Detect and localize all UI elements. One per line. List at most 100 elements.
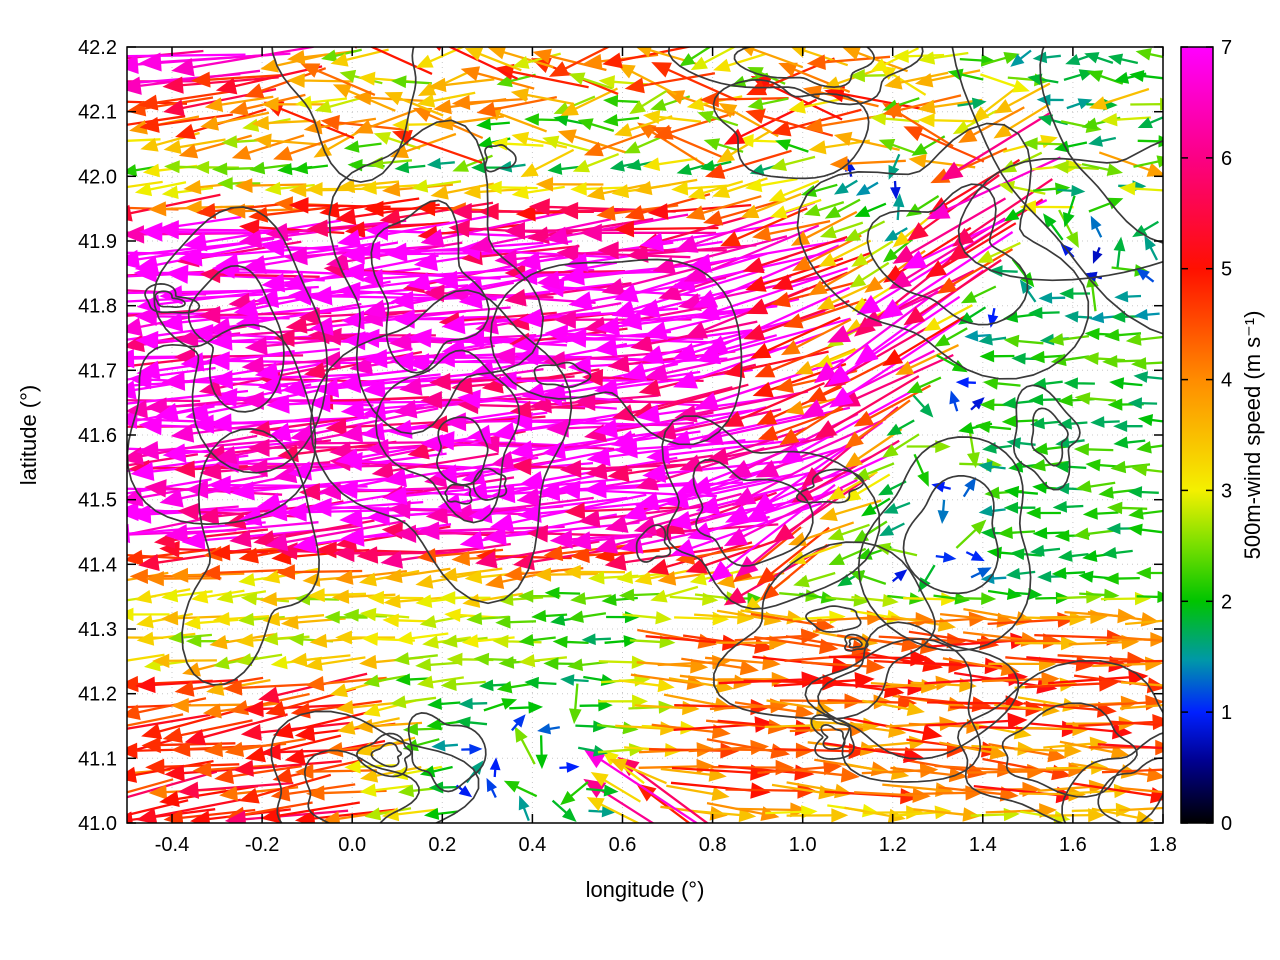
wind-arrow xyxy=(618,588,660,602)
wind-arrow xyxy=(511,131,568,149)
wind-arrow xyxy=(750,316,841,359)
wind-arrow xyxy=(1082,507,1119,520)
wind-arrow xyxy=(524,676,557,689)
wind-arrow xyxy=(355,736,416,757)
wind-arrow xyxy=(793,571,836,588)
wind-arrow xyxy=(509,430,669,460)
wind-arrow xyxy=(1063,377,1095,390)
wind-arrow xyxy=(563,564,626,580)
wind-arrow xyxy=(895,344,959,375)
terrain-contour xyxy=(805,605,862,633)
wind-arrow xyxy=(335,700,400,715)
wind-arrow xyxy=(788,97,843,114)
terrain-contour xyxy=(484,144,517,173)
wind-arrows-layer xyxy=(127,47,1163,823)
wind-arrow xyxy=(136,798,242,823)
wind-arrow xyxy=(127,193,221,222)
wind-arrow xyxy=(956,592,997,606)
wind-arrow xyxy=(435,47,518,80)
wind-arrow xyxy=(732,435,864,506)
x-tick-label: 1.2 xyxy=(879,834,907,856)
wind-arrow xyxy=(427,697,461,710)
wind-arrow xyxy=(593,329,753,357)
wind-arrow xyxy=(134,588,191,604)
wind-arrow xyxy=(756,526,830,586)
wind-arrow xyxy=(660,767,727,782)
terrain-contour xyxy=(1001,702,1138,798)
wind-arrow xyxy=(690,47,736,71)
wind-arrow xyxy=(734,628,820,645)
wind-arrow xyxy=(890,766,968,783)
wind-arrow xyxy=(604,492,742,533)
wind-arrow xyxy=(1032,442,1070,455)
wind-arrow xyxy=(725,782,817,799)
wind-arrow xyxy=(359,607,410,622)
wind-arrow xyxy=(191,71,283,88)
wind-arrow xyxy=(1109,377,1143,390)
wind-arrow xyxy=(305,182,366,197)
wind-arrow xyxy=(980,73,1030,93)
wind-arrow xyxy=(651,62,738,102)
x-tick-label: 0.4 xyxy=(518,834,546,856)
wind-arrow xyxy=(518,654,568,668)
wind-arrow xyxy=(243,700,349,718)
wind-arrow xyxy=(1090,416,1120,428)
wind-arrow xyxy=(552,635,589,649)
wind-arrow xyxy=(622,611,672,625)
wind-arrow xyxy=(718,102,779,138)
wind-arrow xyxy=(747,97,789,111)
wind-arrow xyxy=(458,282,618,309)
wind-arrow xyxy=(882,94,962,118)
wind-arrow xyxy=(741,47,804,69)
y-tick-label: 41.8 xyxy=(78,296,117,318)
wind-arrow xyxy=(1051,567,1086,580)
wind-arrow xyxy=(610,406,767,450)
wind-arrow xyxy=(491,137,544,151)
wind-arrow xyxy=(982,442,1012,454)
axis-ticks-layer xyxy=(127,46,1164,824)
x-tick-label: 1.0 xyxy=(789,834,817,856)
wind-arrow xyxy=(224,809,349,823)
wind-arrow xyxy=(650,585,699,603)
wind-arrow xyxy=(289,652,351,667)
wind-arrow xyxy=(423,807,459,820)
wind-arrow xyxy=(247,438,383,457)
wind-arrow xyxy=(1079,588,1120,602)
wind-arrow xyxy=(1003,501,1036,514)
terrain-contour xyxy=(472,467,508,501)
wind-arrow xyxy=(455,716,488,729)
wind-arrow xyxy=(694,807,757,823)
wind-arrow xyxy=(886,419,915,436)
wind-arrow xyxy=(560,781,589,806)
wind-arrow xyxy=(1022,137,1065,151)
wind-arrow xyxy=(1019,200,1074,214)
wind-arrow xyxy=(224,737,306,758)
wind-arrow xyxy=(1009,548,1042,561)
wind-arrow xyxy=(773,672,875,689)
colorbar-tick-label: 7 xyxy=(1221,37,1232,59)
wind-arrow xyxy=(1092,246,1103,264)
wind-arrow xyxy=(570,592,612,605)
wind-arrow xyxy=(389,695,437,709)
wind-arrow xyxy=(1112,635,1163,643)
wind-arrow xyxy=(127,607,170,622)
x-tick-label: 0.0 xyxy=(338,834,366,856)
wind-arrow xyxy=(262,612,325,627)
wind-arrow xyxy=(770,155,816,171)
terrain-contour xyxy=(370,742,403,768)
wind-arrow xyxy=(786,781,853,799)
wind-arrow xyxy=(976,241,1021,263)
wind-arrow xyxy=(163,138,226,155)
wind-arrow xyxy=(586,784,619,797)
wind-arrow xyxy=(878,138,919,155)
x-tick-label: 0.6 xyxy=(609,834,637,856)
wind-arrow xyxy=(892,49,945,63)
wind-arrow xyxy=(685,195,762,221)
wind-arrow xyxy=(742,235,848,274)
wind-arrow xyxy=(321,48,362,62)
wind-arrow xyxy=(162,719,253,743)
wind-arrow xyxy=(162,76,279,94)
wind-arrow xyxy=(359,783,412,797)
wind-arrow xyxy=(249,414,372,439)
wind-arrow xyxy=(653,111,735,140)
